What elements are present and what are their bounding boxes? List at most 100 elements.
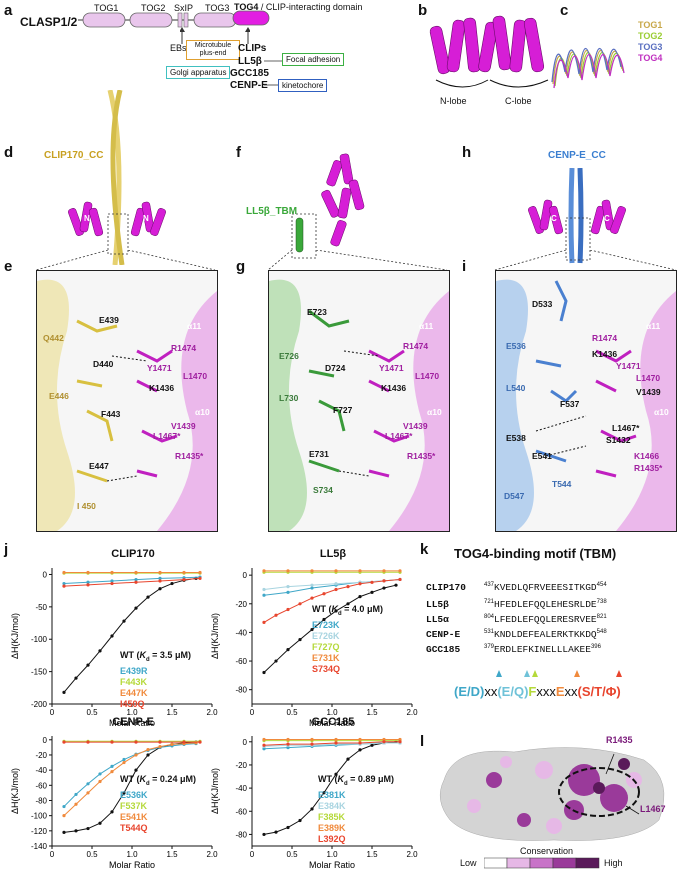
mut-e726k: E726K	[312, 630, 340, 641]
data-point	[86, 663, 90, 667]
data-point	[158, 570, 162, 575]
data-point	[134, 740, 138, 744]
x-tick-label: 2.0	[206, 708, 218, 717]
data-point	[86, 580, 90, 584]
seq-row: CENP-E 531KNDLDEFEALERKTKKDQ548	[426, 629, 607, 640]
seq-row: LL5β 721HFEDLEFQQLEHESRLDE738	[426, 599, 607, 610]
seq-end: 396	[590, 644, 601, 650]
data-point	[110, 810, 114, 814]
seq-start: 804	[484, 614, 495, 620]
nlobe-label: N-lobe	[440, 96, 467, 106]
data-point	[262, 620, 266, 624]
series-line	[263, 741, 397, 835]
data-point	[370, 580, 374, 584]
data-point	[298, 602, 302, 606]
data-point	[62, 570, 66, 575]
x-tick-label: 1.0	[126, 850, 138, 859]
data-point	[310, 586, 314, 590]
res-i450: I 450	[77, 501, 96, 511]
tog3-domain	[193, 12, 237, 28]
helix-a11-g: α11	[419, 321, 434, 331]
data-point	[110, 740, 114, 744]
data-point	[334, 737, 338, 742]
res-l730: L730	[279, 393, 299, 403]
tog1-label: TOG1	[94, 3, 119, 13]
y-tick-label: -20	[235, 761, 247, 770]
data-point	[110, 579, 114, 583]
data-point	[346, 757, 350, 761]
res-l1470-i: L1470	[636, 373, 661, 383]
x-tick-label: 2.0	[406, 708, 418, 717]
itc-title-ll5b: LL5β	[319, 548, 347, 560]
data-point	[262, 832, 266, 837]
y-axis-label: ΔH(KJ/mol)	[210, 768, 220, 814]
res-r1435-g: R1435*	[407, 451, 436, 461]
panel-label-j: j	[4, 541, 9, 558]
seq-row-name: CENP-E	[426, 629, 461, 641]
data-point	[286, 648, 290, 652]
data-point	[98, 649, 102, 653]
mut-i450q: I450Q	[120, 698, 145, 709]
itc-legend-gcc185: WT (Kd = 0.89 μM) E381K E384K F385K E389…	[318, 774, 394, 845]
mut-f537k: F537K	[120, 800, 148, 811]
data-point	[334, 587, 338, 592]
y-tick-label: -100	[31, 812, 48, 821]
data-point	[262, 587, 266, 592]
mut-e536k: E536K	[120, 789, 148, 800]
res-r1474: R1474	[171, 343, 197, 353]
motif-consensus: (E/D)xx(E/Q)FxxxExx(S/T/Φ)	[454, 684, 621, 699]
helix-a10-i: α10	[654, 407, 669, 417]
seq-row: GCC185 379ERDLEFKINELLLAKEE396	[426, 644, 601, 655]
res-k1436-i: K1436	[592, 349, 618, 359]
y-tick-label: -40	[235, 628, 247, 637]
res-e447: E447	[89, 461, 109, 471]
data-point	[98, 779, 102, 784]
data-point	[110, 764, 114, 768]
data-point	[158, 745, 162, 749]
y-axis-label: ΔH(KJ/mol)	[210, 613, 220, 659]
mut-f443k: F443K	[120, 676, 148, 687]
data-point	[310, 569, 314, 573]
itc-legend-clip170: WT (Kd = 3.5 μM) E439R F443K E447K I450Q	[120, 650, 191, 710]
x-tick-label: 0.5	[86, 708, 98, 717]
res-y1471: Y1471	[147, 363, 172, 373]
itc-title-cenpe: CENP-E	[112, 716, 154, 728]
data-point	[158, 576, 162, 580]
data-point	[358, 737, 362, 742]
x-tick-label: 1.5	[166, 708, 178, 717]
data-point	[370, 743, 374, 747]
res-d533: D533	[532, 299, 553, 309]
series-line	[63, 743, 197, 807]
x-tick-label: 1.5	[366, 850, 378, 859]
data-point	[122, 760, 126, 765]
res-r1435: R1435*	[175, 451, 204, 461]
data-point	[358, 582, 362, 586]
zoom-panel-e: E439 Q442 R1474 D440 Y1471 K1436 L1470 E…	[36, 270, 218, 532]
data-point	[134, 606, 138, 610]
panel-label-e: e	[4, 258, 13, 275]
res-s1432: S1432	[606, 435, 631, 445]
data-point	[346, 585, 350, 589]
panel-label-k: k	[420, 541, 429, 558]
data-point	[262, 737, 266, 742]
res-l1467: L1467*	[153, 431, 181, 441]
data-point	[262, 670, 266, 675]
y-tick-label: -80	[235, 686, 247, 695]
data-point	[322, 791, 326, 795]
helix-a10-e: α10	[195, 407, 210, 417]
data-point	[198, 570, 202, 575]
data-point	[358, 595, 362, 599]
low-label: Low	[460, 858, 477, 868]
data-point	[62, 584, 66, 588]
mut-e381k: E381K	[318, 789, 346, 800]
tog4-cartoon	[429, 15, 549, 88]
data-point	[334, 609, 338, 613]
legend-tog3: TOG3	[638, 42, 663, 52]
data-point	[262, 593, 266, 597]
res-r1474-i: R1474	[592, 333, 618, 343]
res-k1436-g: K1436	[381, 383, 407, 393]
mut-f727q: F727Q	[312, 641, 340, 652]
panel-label-l: l	[420, 733, 425, 750]
legend-tog2: TOG2	[638, 31, 663, 41]
